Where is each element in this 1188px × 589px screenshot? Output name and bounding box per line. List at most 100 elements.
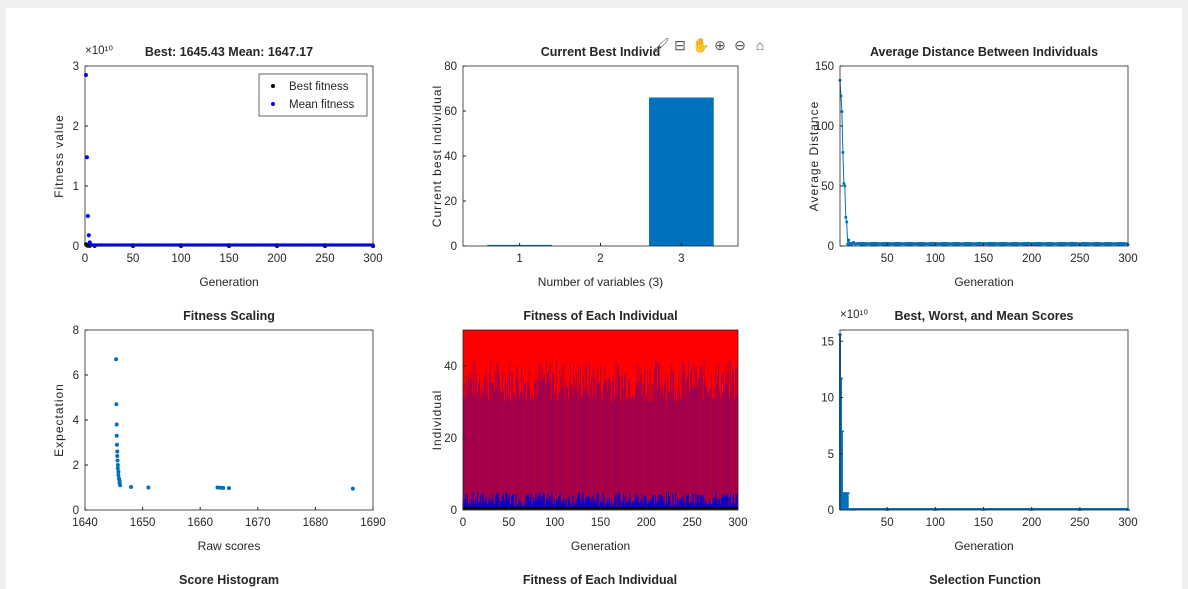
x-tick-label: 0 bbox=[82, 253, 88, 265]
x-tick-label: 250 bbox=[1070, 253, 1089, 265]
y-tick-label: 15 bbox=[821, 336, 834, 348]
y-tick-label: 0 bbox=[73, 505, 79, 517]
y-tick-label: 80 bbox=[444, 61, 457, 73]
legend-entry: Mean fitness bbox=[289, 99, 354, 111]
legend-marker bbox=[271, 84, 275, 88]
chart-title: Fitness Scaling bbox=[183, 309, 275, 323]
y-tick-label: 6 bbox=[73, 370, 79, 382]
x-tick-label: 2 bbox=[597, 253, 603, 265]
x-tick-label: 200 bbox=[1022, 517, 1041, 529]
y-axis-label: Fitness value bbox=[52, 114, 66, 198]
zoom-in-icon[interactable]: ⊕ bbox=[714, 37, 726, 53]
x-tick-label: 150 bbox=[219, 253, 238, 265]
y-tick-label: 5 bbox=[828, 449, 834, 461]
chart-title: Current Best Individ bbox=[541, 45, 660, 59]
y-tick-label: 0 bbox=[73, 241, 79, 253]
y-tick-label: 10 bbox=[821, 393, 834, 405]
x-tick-label: 100 bbox=[926, 517, 945, 529]
chart-title: Best, Worst, and Mean Scores bbox=[895, 309, 1074, 323]
x-tick-label: 50 bbox=[127, 253, 140, 265]
x-tick-label: 50 bbox=[881, 517, 894, 529]
x-axis-label: Generation bbox=[954, 275, 1013, 289]
expectation-point bbox=[115, 454, 120, 458]
x-tick-label: 1650 bbox=[130, 517, 156, 529]
subplot-avg-distance: 50 100 150 200 250 300 0 50 100 150 Generation Aver… bbox=[807, 45, 1138, 289]
legend-entry: Best fitness bbox=[289, 81, 349, 93]
data-tips-icon[interactable]: ⊟ bbox=[674, 37, 686, 53]
x-tick-label: 300 bbox=[728, 517, 747, 529]
expectation-point bbox=[115, 458, 120, 463]
mean-fitness-point bbox=[85, 214, 90, 218]
expectation-point bbox=[116, 469, 121, 474]
expectation-point bbox=[129, 485, 134, 490]
y-tick-label: 60 bbox=[444, 106, 457, 118]
x-axis-label: Generation bbox=[199, 275, 258, 289]
x-tick-label: 300 bbox=[1118, 517, 1137, 529]
y-tick-label: 40 bbox=[444, 151, 457, 163]
y-tick-label: 20 bbox=[444, 196, 457, 208]
expectation-point bbox=[114, 357, 119, 362]
home-icon[interactable]: ⌂ bbox=[755, 37, 765, 53]
expectation-point bbox=[227, 486, 231, 491]
expectation-point bbox=[118, 483, 123, 488]
x-tick-label: 100 bbox=[171, 253, 190, 265]
score-histogram-title: Score Histogram bbox=[179, 573, 279, 587]
expectation-point bbox=[215, 485, 220, 490]
x-tick-label: 200 bbox=[637, 517, 656, 529]
x-tick-label: 50 bbox=[502, 517, 515, 529]
y-exponent-label: ×10¹⁰ bbox=[840, 309, 868, 321]
y-tick-label: 50 bbox=[821, 181, 834, 193]
expectation-point bbox=[218, 485, 223, 490]
expectation-point bbox=[114, 433, 119, 438]
x-tick-label: 250 bbox=[1070, 517, 1089, 529]
subplot-fitness-scaling: 1640 1650 1660 1670 1680 1690 0 2 4 6 8 Raw scores E… bbox=[52, 309, 386, 553]
legend-box bbox=[258, 73, 368, 117]
x-axis-label: Number of variables (3) bbox=[538, 275, 663, 289]
y-tick-label: 2 bbox=[73, 121, 79, 133]
expectation-point bbox=[116, 473, 121, 478]
y-exponent-label: ×10¹⁰ bbox=[85, 45, 113, 57]
y-axis-label: Average Distance bbox=[807, 101, 821, 212]
zoom-out-icon[interactable]: ⊖ bbox=[734, 37, 746, 53]
x-tick-label: 0 bbox=[460, 517, 466, 529]
x-tick-label: 50 bbox=[881, 253, 894, 265]
y-axis-label: Individual bbox=[430, 390, 444, 451]
expectation-point bbox=[350, 486, 355, 491]
pan-icon[interactable]: ✋ bbox=[692, 37, 710, 53]
y-tick-label: 1 bbox=[73, 181, 79, 193]
expectation-point bbox=[114, 442, 119, 447]
x-tick-label: 250 bbox=[315, 253, 334, 265]
x-tick-label: 1 bbox=[516, 253, 522, 265]
chart-title: Fitness of Each Individual bbox=[523, 309, 677, 323]
subplot-fitness-each: 0 50 100 150 200 250 300 0 20 40 Generation Individ… bbox=[430, 309, 748, 553]
y-tick-label: 100 bbox=[815, 121, 834, 133]
subplot-current-best: 1 2 3 0 20 40 60 80 Number of variables (3) Curre… bbox=[430, 45, 739, 289]
expectation-point bbox=[146, 485, 151, 490]
x-tick-label: 300 bbox=[363, 253, 382, 265]
x-tick-label: 1690 bbox=[360, 517, 386, 529]
x-tick-label: 1640 bbox=[72, 517, 98, 529]
expectation-point bbox=[115, 466, 120, 471]
x-tick-label: 1670 bbox=[245, 517, 271, 529]
y-tick-label: 0 bbox=[451, 241, 457, 253]
x-tick-label: 200 bbox=[1022, 253, 1041, 265]
x-axis-label: Generation bbox=[571, 539, 630, 553]
brush-icon[interactable]: 🖌 bbox=[652, 37, 670, 53]
mean-fitness-point bbox=[84, 155, 89, 160]
subplot-scores: 50 100 150 200 250 300 0 5 10 15 Generation Best, W… bbox=[821, 309, 1137, 553]
selection-function-title: Selection Function bbox=[929, 573, 1041, 587]
x-tick-label: 150 bbox=[974, 253, 993, 265]
axes-toolbar: 🖌 ⊟ ✋ ⊕ ⊖ ⌂ bbox=[652, 36, 768, 56]
mean-fitness-point bbox=[92, 243, 97, 248]
y-axis-label: Expectation bbox=[52, 383, 66, 457]
fitness-each-title-title: Fitness of Each Individual bbox=[523, 573, 677, 587]
chart-title: Best: 1645.43 Mean: 1647.17 bbox=[145, 45, 313, 59]
y-tick-label: 40 bbox=[444, 361, 457, 373]
y-tick-label: 2 bbox=[73, 460, 79, 472]
y-tick-label: 20 bbox=[444, 433, 457, 445]
x-tick-label: 1660 bbox=[187, 517, 213, 529]
y-axis-label: Current best individual bbox=[430, 85, 444, 227]
x-tick-label: 100 bbox=[545, 517, 564, 529]
mean-fitness-point bbox=[86, 233, 91, 238]
